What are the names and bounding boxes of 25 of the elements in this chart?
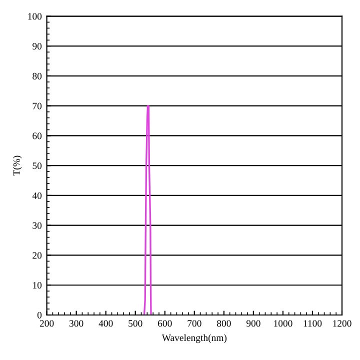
x-tick-label: 1200 — [333, 320, 352, 327]
y-tick-label: 90 — [32, 42, 42, 50]
y-tick-label: 50 — [32, 162, 42, 170]
y-tick-label: 40 — [32, 192, 42, 199]
y-tick-label: 70 — [32, 102, 42, 110]
x-tick-label: 300 — [69, 320, 84, 327]
y-tick-label: 60 — [32, 132, 42, 140]
x-tick-label: 500 — [128, 320, 142, 327]
x-axis-title: Wavelength(nm) — [162, 334, 227, 344]
x-tick-label: 700 — [188, 320, 202, 327]
line-series — [143, 105, 152, 315]
x-tick-label: 900 — [246, 320, 260, 327]
x-tick-label: 1000 — [274, 320, 292, 327]
y-tick-label: 0 — [37, 312, 42, 318]
x-tick-label: 600 — [158, 320, 172, 327]
y-tick-label: 30 — [32, 222, 42, 229]
y-tick-label: 100 — [28, 13, 42, 20]
y-tick-label: 80 — [32, 72, 42, 80]
x-tick-label: 800 — [217, 320, 231, 327]
x-tick-label: 200 — [40, 320, 54, 327]
y-tick-label: 20 — [32, 252, 42, 259]
x-tick-label: 1100 — [304, 320, 322, 327]
y-axis-title: T(%) — [12, 156, 22, 176]
y-tick-label: 10 — [33, 282, 42, 289]
x-tick-label: 400 — [98, 320, 113, 327]
